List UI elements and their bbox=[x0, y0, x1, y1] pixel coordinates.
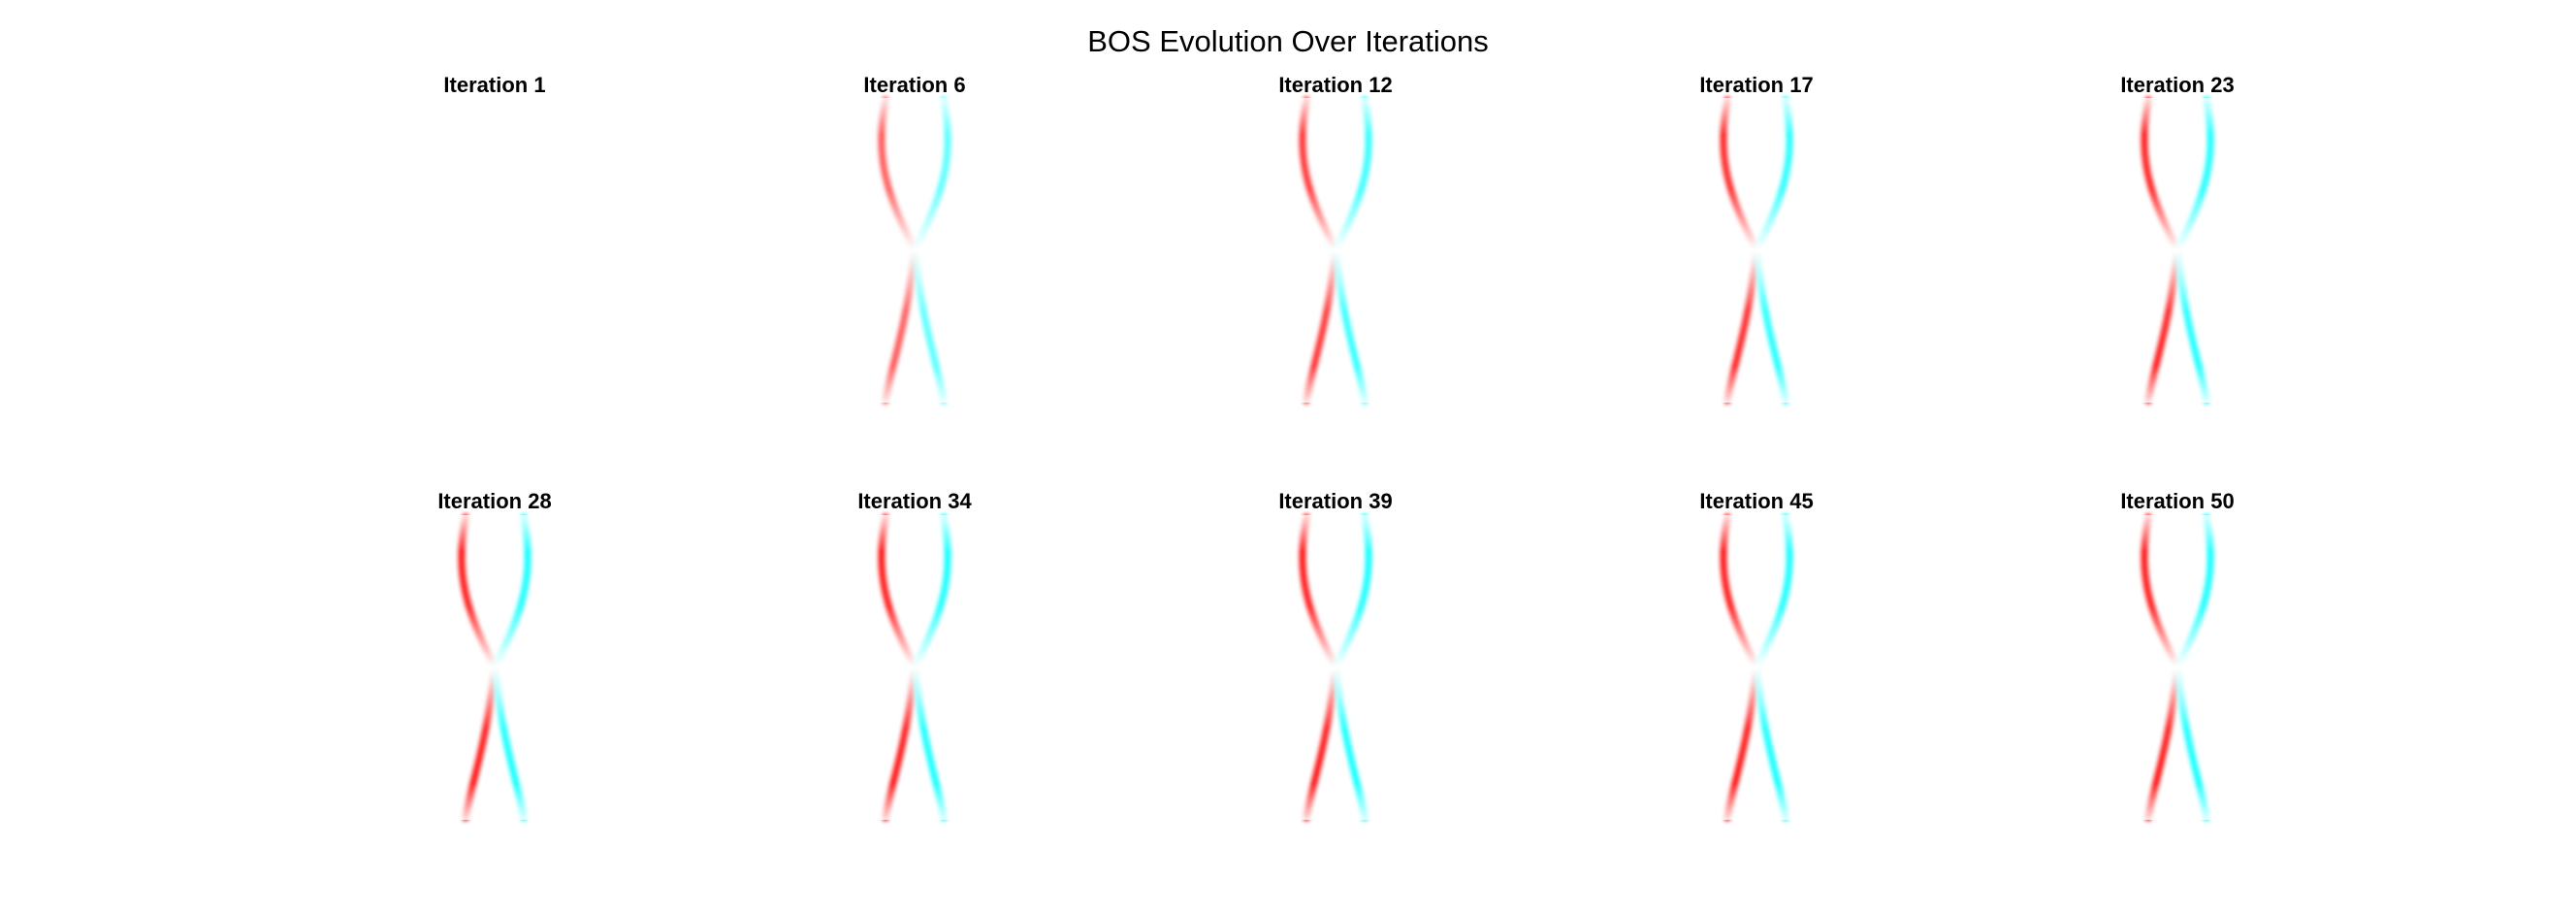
bos-panel: Iteration 6 bbox=[847, 73, 982, 405]
panel-title: Iteration 17 bbox=[1699, 73, 1813, 97]
panel-title: Iteration 50 bbox=[2120, 489, 2234, 513]
figure-title: BOS Evolution Over Iterations bbox=[1087, 24, 1489, 58]
bos-panel: Iteration 1 bbox=[443, 73, 545, 97]
fade-overlay bbox=[2109, 98, 2245, 403]
bos-panel: Iteration 45 bbox=[1689, 489, 1824, 822]
bos-panel: Iteration 12 bbox=[1268, 73, 1403, 405]
fade-overlay bbox=[847, 98, 982, 403]
bos-panel: Iteration 39 bbox=[1268, 489, 1403, 822]
bos-panel: Iteration 50 bbox=[2109, 489, 2245, 822]
fade-overlay bbox=[2109, 515, 2245, 820]
panel-title: Iteration 6 bbox=[863, 73, 965, 97]
bos-panel: Iteration 34 bbox=[847, 489, 982, 822]
panel-title: Iteration 1 bbox=[443, 73, 545, 97]
panel-title: Iteration 28 bbox=[437, 489, 551, 513]
panel-grid: Iteration 1 Iteration 6 Iteration 12 Iterat… bbox=[427, 73, 2245, 822]
bos-panel: Iteration 28 bbox=[427, 489, 563, 822]
fade-overlay bbox=[427, 515, 563, 820]
bos-panel: Iteration 17 bbox=[1689, 73, 1824, 405]
panel-title: Iteration 39 bbox=[1278, 489, 1392, 513]
panel-title: Iteration 45 bbox=[1699, 489, 1813, 513]
fade-overlay bbox=[1268, 98, 1403, 403]
panel-title: Iteration 34 bbox=[857, 489, 972, 513]
bos-panel: Iteration 23 bbox=[2109, 73, 2245, 405]
fade-overlay bbox=[1268, 515, 1403, 820]
fade-overlay bbox=[1689, 515, 1824, 820]
fade-overlay bbox=[1689, 98, 1824, 403]
panel-title: Iteration 12 bbox=[1278, 73, 1392, 97]
fade-overlay bbox=[847, 515, 982, 820]
panel-title: Iteration 23 bbox=[2120, 73, 2234, 97]
